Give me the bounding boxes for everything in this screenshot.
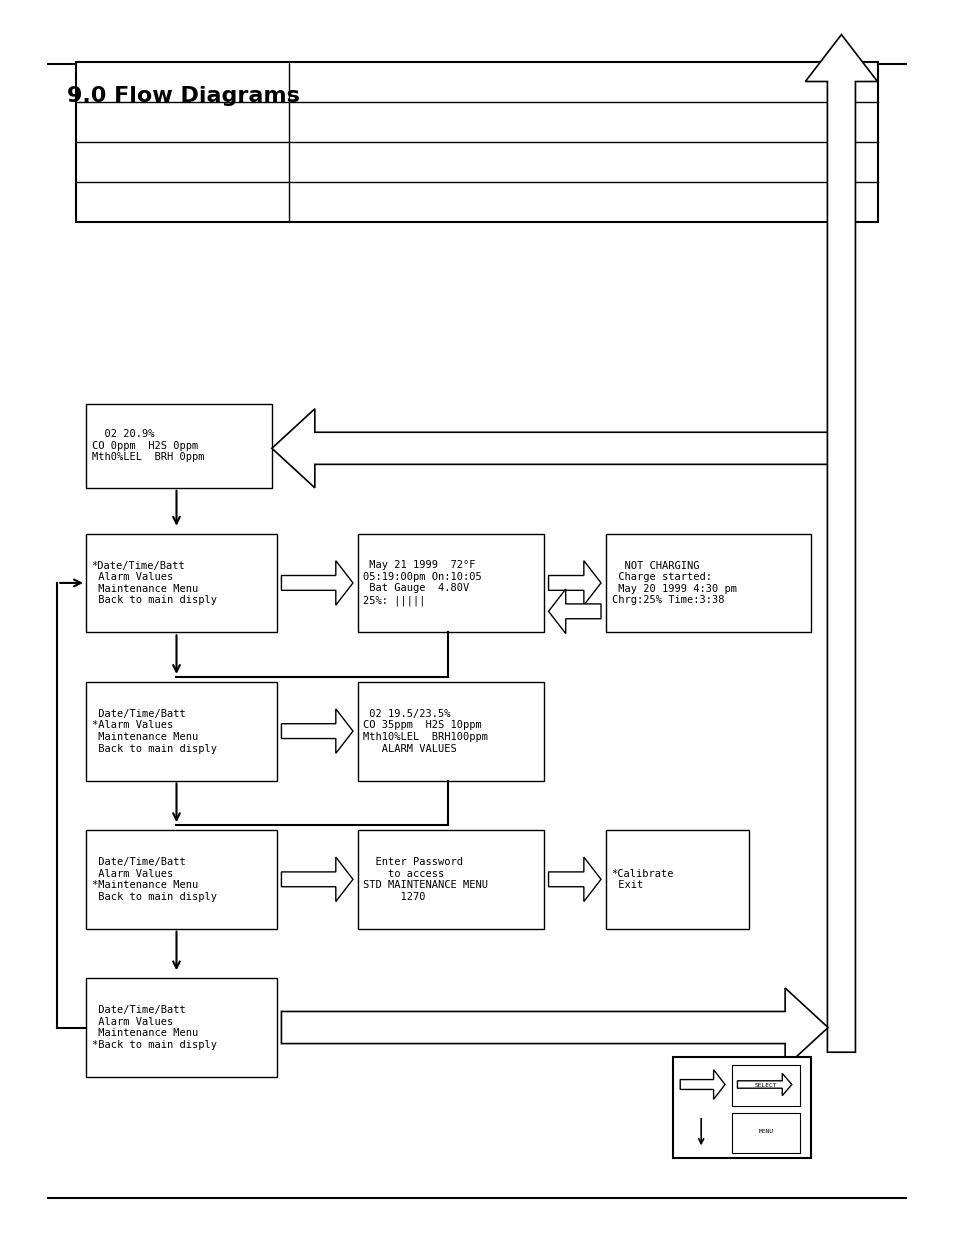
FancyBboxPatch shape <box>605 534 810 632</box>
Polygon shape <box>281 988 827 1067</box>
Polygon shape <box>272 409 829 488</box>
Polygon shape <box>679 1070 724 1099</box>
FancyBboxPatch shape <box>76 62 877 222</box>
FancyBboxPatch shape <box>605 830 748 929</box>
FancyBboxPatch shape <box>86 404 272 488</box>
FancyBboxPatch shape <box>86 978 276 1077</box>
Text: Date/Time/Batt
 Alarm Values
 Maintenance Menu
*Back to main disply: Date/Time/Batt Alarm Values Maintenance … <box>91 1005 216 1050</box>
FancyBboxPatch shape <box>731 1113 800 1153</box>
Polygon shape <box>281 857 353 902</box>
FancyBboxPatch shape <box>672 1057 810 1158</box>
FancyBboxPatch shape <box>357 830 543 929</box>
Polygon shape <box>281 709 353 753</box>
Polygon shape <box>548 857 600 902</box>
Text: May 21 1999  72°F
05:19:00pm On:10:05
 Bat Gauge  4.80V
25%: |||||: May 21 1999 72°F 05:19:00pm On:10:05 Bat… <box>363 561 481 605</box>
Polygon shape <box>804 35 877 1052</box>
Text: 9.0 Flow Diagrams: 9.0 Flow Diagrams <box>67 86 299 106</box>
Text: *Date/Time/Batt
 Alarm Values
 Maintenance Menu
 Back to main disply: *Date/Time/Batt Alarm Values Maintenance… <box>91 561 216 605</box>
Text: Date/Time/Batt
*Alarm Values
 Maintenance Menu
 Back to main disply: Date/Time/Batt *Alarm Values Maintenance… <box>91 709 216 753</box>
FancyBboxPatch shape <box>357 682 543 781</box>
FancyBboxPatch shape <box>357 534 543 632</box>
Text: NOT CHARGING
 Charge started:
 May 20 1999 4:30 pm
Chrg:25% Time:3:38: NOT CHARGING Charge started: May 20 1999… <box>611 561 736 605</box>
Text: MENU: MENU <box>758 1129 773 1134</box>
FancyBboxPatch shape <box>731 1066 800 1105</box>
FancyBboxPatch shape <box>86 830 276 929</box>
Text: SELECT: SELECT <box>754 1083 777 1088</box>
FancyBboxPatch shape <box>86 534 276 632</box>
Polygon shape <box>737 1073 791 1095</box>
Text: 02 20.9%
CO 0ppm  H2S 0ppm
Mth0%LEL  BRH 0ppm: 02 20.9% CO 0ppm H2S 0ppm Mth0%LEL BRH 0… <box>91 430 204 462</box>
Text: Date/Time/Batt
 Alarm Values
*Maintenance Menu
 Back to main disply: Date/Time/Batt Alarm Values *Maintenance… <box>91 857 216 902</box>
Polygon shape <box>548 561 600 605</box>
Text: *Calibrate
 Exit: *Calibrate Exit <box>611 868 674 890</box>
Polygon shape <box>548 589 600 634</box>
Text: 02 19.5/23.5%
CO 35ppm  H2S 10ppm
Mth10%LEL  BRH100ppm
   ALARM VALUES: 02 19.5/23.5% CO 35ppm H2S 10ppm Mth10%L… <box>363 709 488 753</box>
Text: Enter Password
    to access
STD MAINTENANCE MENU
      1270: Enter Password to access STD MAINTENANCE… <box>363 857 488 902</box>
FancyBboxPatch shape <box>86 682 276 781</box>
Polygon shape <box>281 561 353 605</box>
